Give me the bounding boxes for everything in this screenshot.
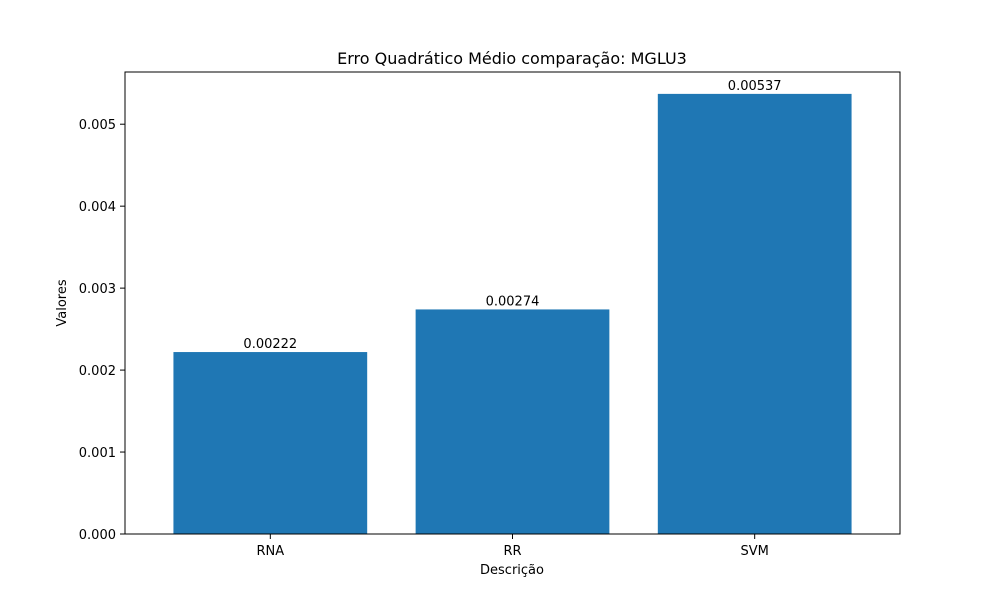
bar-rr	[415, 309, 610, 534]
data-label-svm: 0.00537	[728, 79, 782, 94]
x-axis-label: Descrição	[480, 563, 544, 578]
y-axis: 0.000 0.001 0.002 0.003 0.004 0.005	[79, 118, 125, 543]
y-tick-label: 0.002	[79, 364, 116, 379]
x-tick-label-rr: RR	[503, 544, 521, 559]
y-tick-label: 0.001	[79, 446, 116, 461]
data-label-rr: 0.00274	[486, 294, 540, 309]
bar-svm	[657, 93, 852, 534]
plot-frame	[124, 71, 901, 535]
x-tick-label-svm: SVM	[741, 544, 769, 559]
y-tick-label: 0.000	[79, 528, 116, 543]
x-tick-label-rna: RNA	[256, 544, 284, 559]
x-axis: RNA RR SVM	[256, 534, 769, 559]
bars	[173, 93, 852, 534]
data-label-rna: 0.00222	[243, 337, 297, 352]
y-tick-label: 0.005	[79, 118, 116, 133]
y-axis-label: Valores	[55, 279, 70, 326]
bar-rna	[173, 352, 368, 534]
y-tick-label: 0.004	[79, 200, 116, 215]
data-labels: 0.00222 0.00274 0.00537	[243, 79, 781, 352]
y-tick-label: 0.003	[79, 282, 116, 297]
chart-title: Erro Quadrático Médio comparação: MGLU3	[337, 49, 687, 68]
